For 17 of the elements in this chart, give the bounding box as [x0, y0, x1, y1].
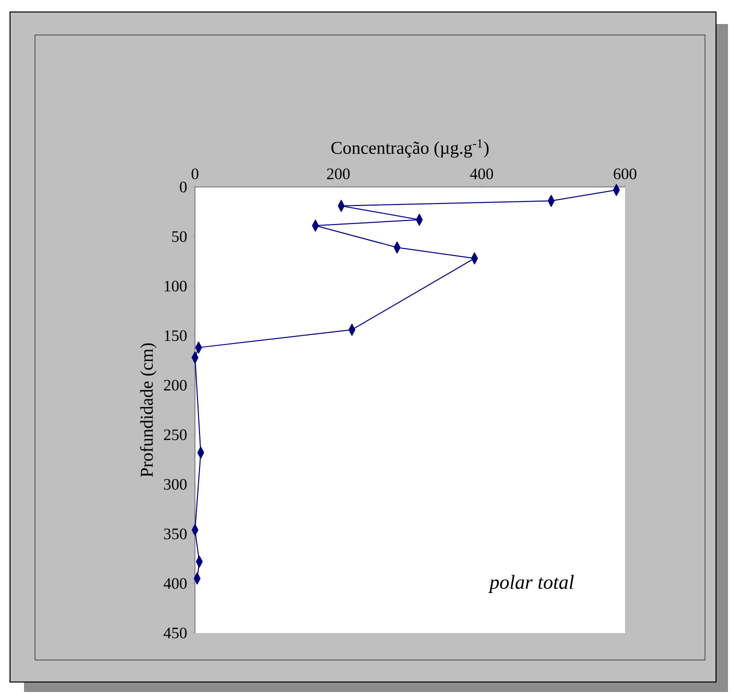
y-tick-label: 300 [164, 478, 187, 490]
y-tick-label: 400 [164, 578, 187, 589]
y-tick-label: 150 [164, 330, 187, 342]
y-axis-title: Profundidade (cm) [140, 343, 156, 477]
x-tick-label: 0 [192, 168, 198, 180]
y-tick-label: 200 [164, 380, 187, 391]
y-tick-label: 350 [164, 528, 187, 540]
y-tick-label: 0 [180, 182, 187, 192]
x-tick-label: 200 [327, 168, 350, 180]
annotation: polar total [488, 574, 574, 593]
y-tick-label: 450 [164, 628, 187, 638]
y-tick-label: 50 [172, 231, 187, 242]
x-axis-title: Concentração (µg.g$^{-1}$) [331, 139, 489, 158]
y-tick-label: 250 [164, 429, 187, 440]
x-tick-label: 400 [470, 168, 494, 180]
x-tick-label: 600 [614, 168, 636, 180]
y-tick-label: 100 [164, 280, 187, 292]
